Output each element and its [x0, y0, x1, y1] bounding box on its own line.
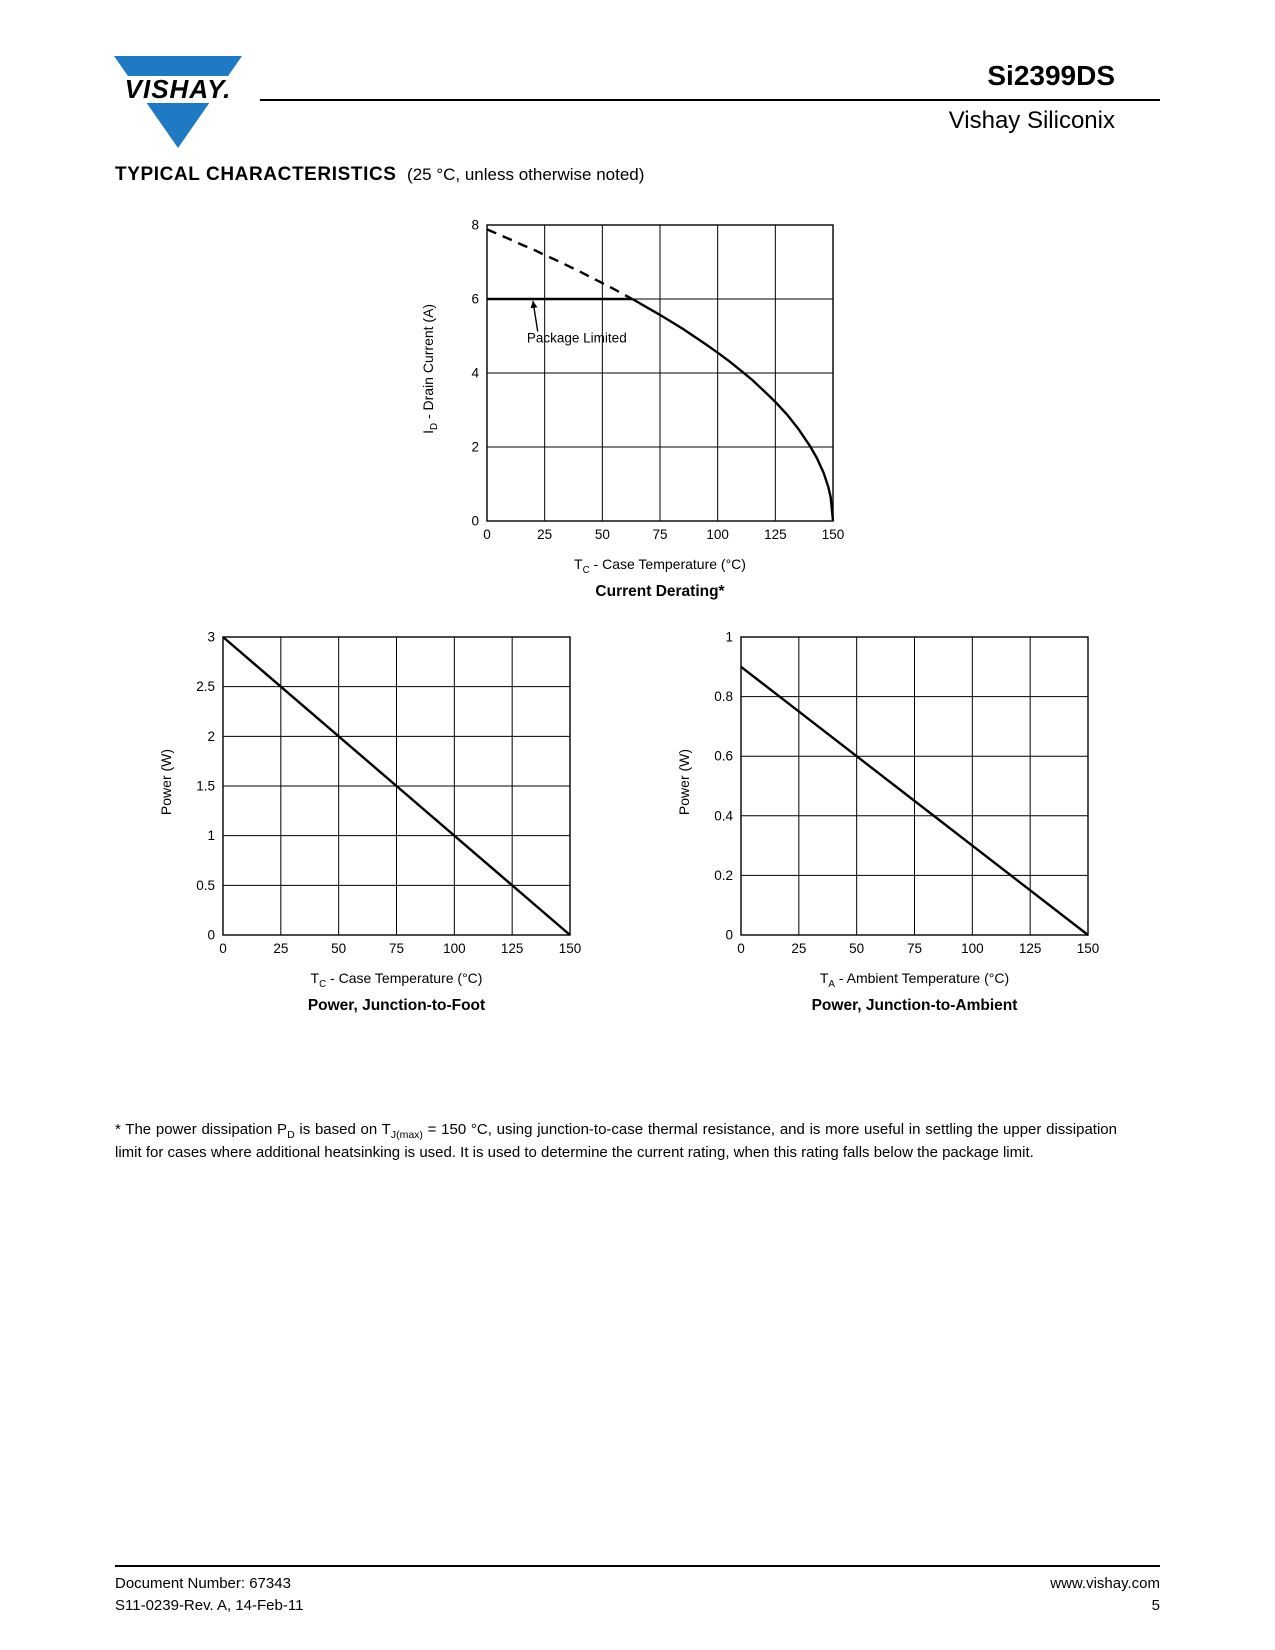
- vishay-logo-text: VISHAY.: [125, 74, 232, 104]
- svg-text:100: 100: [443, 941, 466, 956]
- svg-text:100: 100: [961, 941, 984, 956]
- power-junction-to-foot-plot: 0 25 50 75 100 125 150 0 0.5 1 1.5 2 2.5 3: [196, 630, 582, 957]
- x-axis-label-text: TC - Case Temperature (°C): [574, 556, 746, 576]
- chart-title: Power, Junction-to-Foot: [307, 996, 486, 1014]
- x-axis-label: TC - Case Temperature (°C): [442, 556, 845, 576]
- section-title: TYPICAL CHARACTERISTICS: [115, 164, 397, 185]
- svg-text:2: 2: [207, 729, 215, 744]
- svg-text:0: 0: [219, 941, 227, 956]
- svg-text:1: 1: [725, 630, 733, 645]
- y-axis-label-text: ID - Drain Current (A): [420, 303, 440, 434]
- vishay-logo-graphic: VISHAY.: [114, 56, 242, 148]
- document-number: Document Number: 67343: [115, 1575, 291, 1592]
- y-axis-label: ID - Drain Current (A): [418, 217, 442, 521]
- svg-text:4: 4: [471, 366, 479, 381]
- svg-text:100: 100: [706, 527, 729, 542]
- svg-text:3: 3: [207, 630, 215, 645]
- website-link[interactable]: www.vishay.com: [1050, 1575, 1160, 1592]
- svg-text:0: 0: [207, 928, 215, 943]
- svg-text:50: 50: [849, 941, 864, 956]
- x-axis-label-text: TA - Ambient Temperature (°C): [819, 970, 1010, 990]
- svg-text:75: 75: [652, 527, 667, 542]
- svg-text:0: 0: [483, 527, 491, 542]
- vishay-logo: VISHAY.: [114, 56, 242, 152]
- svg-text:150: 150: [822, 527, 845, 542]
- svg-text:8: 8: [471, 218, 479, 233]
- current-derating-plot: 0 25 50 75 100 125 150 0 2 4 6 8 Package Limited: [471, 218, 845, 543]
- svg-text:0: 0: [471, 514, 479, 529]
- svg-text:6: 6: [471, 292, 479, 307]
- page-number: 5: [1151, 1596, 1160, 1614]
- svg-text:75: 75: [389, 941, 404, 956]
- svg-text:1.5: 1.5: [196, 779, 215, 794]
- svg-text:125: 125: [1019, 941, 1042, 956]
- svg-text:2.5: 2.5: [196, 679, 215, 694]
- svg-text:0: 0: [725, 928, 733, 943]
- svg-text:150: 150: [559, 941, 582, 956]
- svg-text:0.8: 0.8: [714, 689, 733, 704]
- svg-text:0.4: 0.4: [714, 808, 733, 823]
- x-axis-label: TC - Case Temperature (°C): [178, 970, 582, 990]
- power-junction-to-ambient-plot: 0 25 50 75 100 125 150 0 0.2 0.4 0.6 0.8 1: [714, 630, 1100, 957]
- chart-power-junction-to-foot: Power (W) 0 25 50 75 100 125 150 0 0.5 1 1.5 2 2.5 3 …: [154, 629, 582, 1015]
- svg-text:75: 75: [907, 941, 922, 956]
- chart-title: Current Derating*: [595, 582, 725, 600]
- x-axis-label: TA - Ambient Temperature (°C): [696, 970, 1100, 990]
- svg-text:25: 25: [791, 941, 806, 956]
- svg-text:Package Limited: Package Limited: [527, 331, 627, 346]
- svg-text:2: 2: [471, 440, 479, 455]
- section-heading: TYPICAL CHARACTERISTICS (25 °C, unless o…: [115, 164, 644, 186]
- section-subtitle: (25 °C, unless otherwise noted): [407, 165, 645, 184]
- svg-text:0.2: 0.2: [714, 868, 733, 883]
- svg-text:0.5: 0.5: [196, 878, 215, 893]
- footer-right: www.vishay.com 5: [1050, 1573, 1160, 1617]
- footer-left: Document Number: 67343 S11-0239-Rev. A, …: [115, 1573, 303, 1617]
- y-axis-label-text: Power (W): [676, 748, 692, 816]
- svg-text:25: 25: [273, 941, 288, 956]
- part-number: Si2399DS: [987, 60, 1115, 91]
- svg-text:125: 125: [764, 527, 787, 542]
- y-axis-label: Power (W): [154, 629, 178, 935]
- page-footer: Document Number: 67343 S11-0239-Rev. A, …: [115, 1565, 1160, 1617]
- chart-current-derating: ID - Drain Current (A) 0 25 50 75 100 125 150 0…: [418, 217, 845, 601]
- svg-text:125: 125: [501, 941, 524, 956]
- footnote: * The power dissipation PD is based on T…: [115, 1121, 1117, 1161]
- svg-text:1: 1: [207, 828, 215, 843]
- svg-text:0: 0: [737, 941, 745, 956]
- y-axis-label-text: Power (W): [158, 748, 174, 816]
- svg-text:50: 50: [595, 527, 610, 542]
- chart-title: Power, Junction-to-Ambient: [811, 996, 1018, 1014]
- division-name: Vishay Siliconix: [948, 107, 1115, 134]
- revision: S11-0239-Rev. A, 14-Feb-11: [115, 1596, 304, 1614]
- x-axis-label-text: TC - Case Temperature (°C): [310, 970, 483, 990]
- chart-power-junction-to-ambient: Power (W) 0 25 50 75 100 125 150 0 0.2 0.4 0.6 0.8 1…: [672, 629, 1100, 1015]
- y-axis-label: Power (W): [672, 629, 696, 935]
- svg-text:50: 50: [331, 941, 346, 956]
- svg-text:0.6: 0.6: [714, 749, 733, 764]
- header-rule: [260, 99, 1160, 101]
- svg-text:150: 150: [1077, 941, 1100, 956]
- svg-text:25: 25: [537, 527, 552, 542]
